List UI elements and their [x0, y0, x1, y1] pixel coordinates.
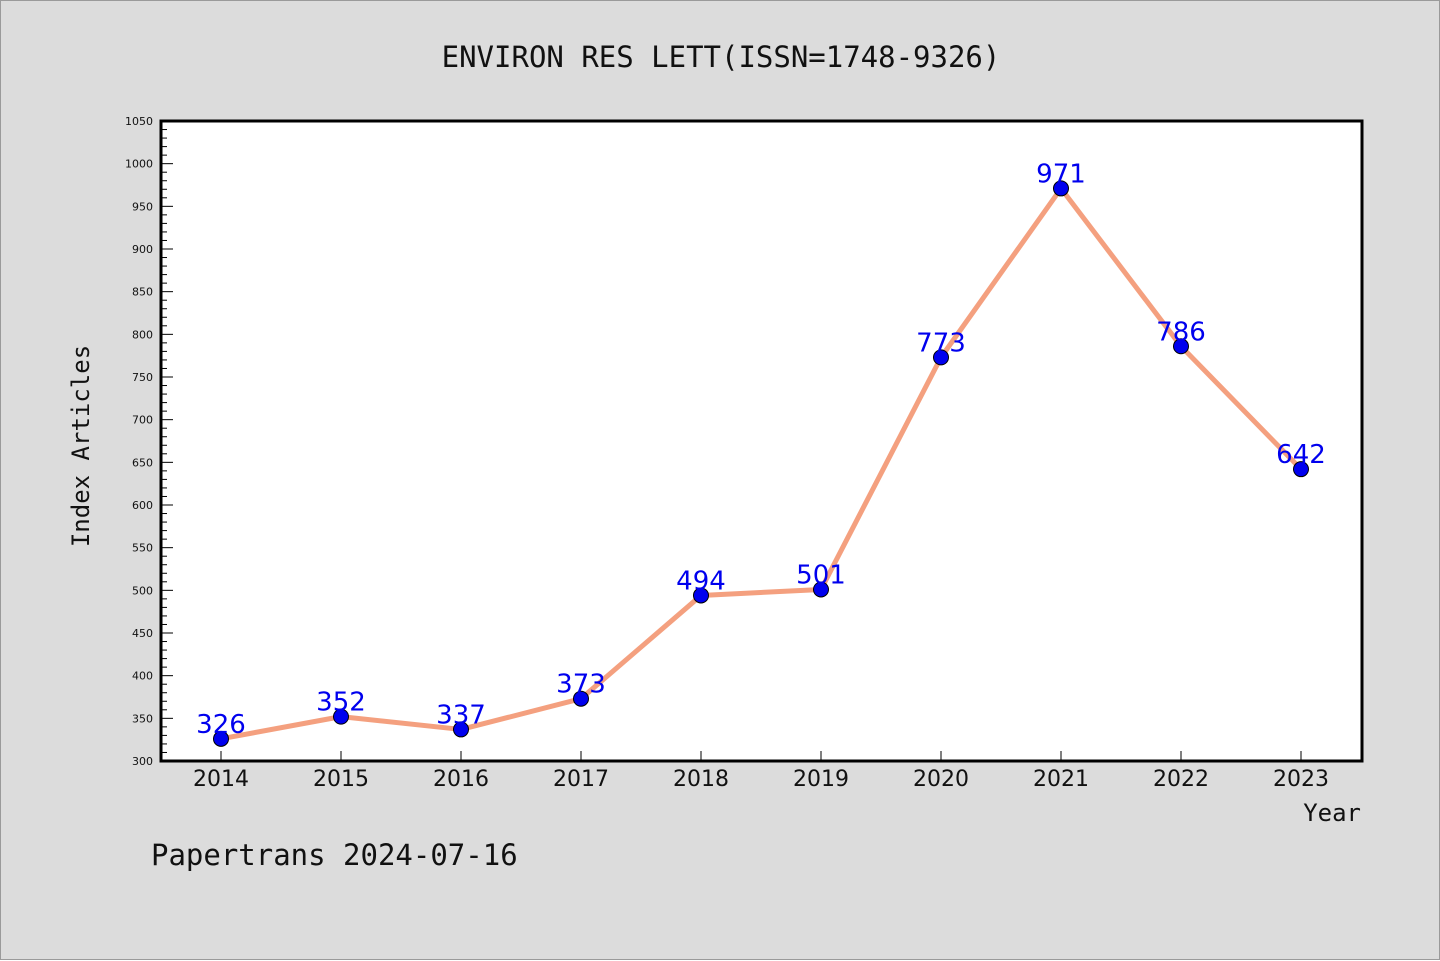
chart-title: ENVIRON RES LETT(ISSN=1748-9326): [442, 40, 1001, 74]
data-point: [813, 581, 829, 598]
x-tick-label: 2014: [193, 767, 249, 792]
x-tick-label: 2021: [1033, 767, 1089, 792]
data-point: [1293, 461, 1309, 478]
x-axis-label: Year: [1303, 799, 1361, 827]
data-label: 773: [916, 328, 966, 358]
series-line: [220, 185, 1303, 742]
x-tick-label: 2023: [1273, 767, 1329, 792]
data-label: 494: [676, 566, 726, 596]
y-axis: 300 350 400 450 500 550 600 650 700 750 800 850 900 9…: [125, 115, 173, 768]
x-tick-label: 2015: [313, 767, 369, 792]
data-point: [693, 587, 709, 604]
data-point: [573, 690, 589, 707]
y-tick-label: 900: [132, 243, 153, 256]
y-tick-label: 850: [132, 286, 153, 299]
y-tick-label: 550: [132, 542, 153, 555]
data-point: [213, 730, 229, 747]
data-point: [1173, 338, 1189, 355]
data-label: 352: [316, 688, 366, 718]
data-label: 971: [1036, 159, 1086, 189]
data-label: 326: [196, 710, 246, 740]
x-tick-label: 2016: [433, 767, 489, 792]
y-tick-label: 1000: [125, 158, 153, 171]
y-tick-label: 650: [132, 456, 153, 469]
y-tick-label: 300: [132, 755, 153, 768]
plot-area: [159, 119, 1364, 763]
data-label: 501: [796, 560, 846, 590]
y-tick-label: 600: [132, 499, 153, 512]
data-point: [453, 721, 469, 738]
data-point: [333, 708, 349, 725]
y-axis-label: Index Articles: [67, 345, 95, 547]
y-tick-label: 700: [132, 414, 153, 427]
data-point: [1053, 180, 1069, 197]
y-tick-label: 800: [132, 328, 153, 341]
data-label: 786: [1156, 317, 1206, 347]
y-tick-label: 950: [132, 200, 153, 213]
y-tick-label: 500: [132, 584, 153, 597]
x-axis: 2014 2015 2016 2017 2018 2019 2020 2021 2022 2023: [193, 751, 1329, 792]
data-label: 337: [436, 700, 486, 730]
x-tick-label: 2018: [673, 767, 729, 792]
y-tick-label: 750: [132, 371, 153, 384]
x-tick-label: 2017: [553, 767, 609, 792]
data-labels: 326 352 337 373 494 501 773 971 786 642: [196, 159, 1326, 739]
x-tick-label: 2019: [793, 767, 849, 792]
data-points: [213, 180, 1309, 747]
data-label: 373: [556, 670, 606, 700]
y-tick-label: 400: [132, 670, 153, 683]
data-point: [933, 349, 949, 366]
footer-credit: Papertrans 2024-07-16: [151, 838, 518, 872]
y-tick-label: 350: [132, 712, 153, 725]
y-tick-label: 450: [132, 627, 153, 640]
data-label: 642: [1276, 440, 1326, 470]
x-tick-label: 2022: [1153, 767, 1209, 792]
x-tick-label: 2020: [913, 767, 969, 792]
y-tick-label: 1050: [125, 115, 153, 128]
